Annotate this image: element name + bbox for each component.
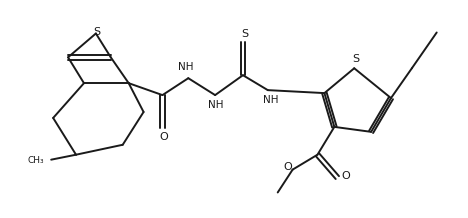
Text: CH₃: CH₃ <box>28 156 44 165</box>
Text: NH: NH <box>263 95 278 105</box>
Text: S: S <box>241 29 249 39</box>
Text: NH: NH <box>208 100 224 110</box>
Text: O: O <box>159 132 168 142</box>
Text: NH: NH <box>177 62 193 72</box>
Text: S: S <box>353 54 360 64</box>
Text: O: O <box>283 162 292 172</box>
Text: O: O <box>341 170 350 181</box>
Text: S: S <box>93 27 101 37</box>
